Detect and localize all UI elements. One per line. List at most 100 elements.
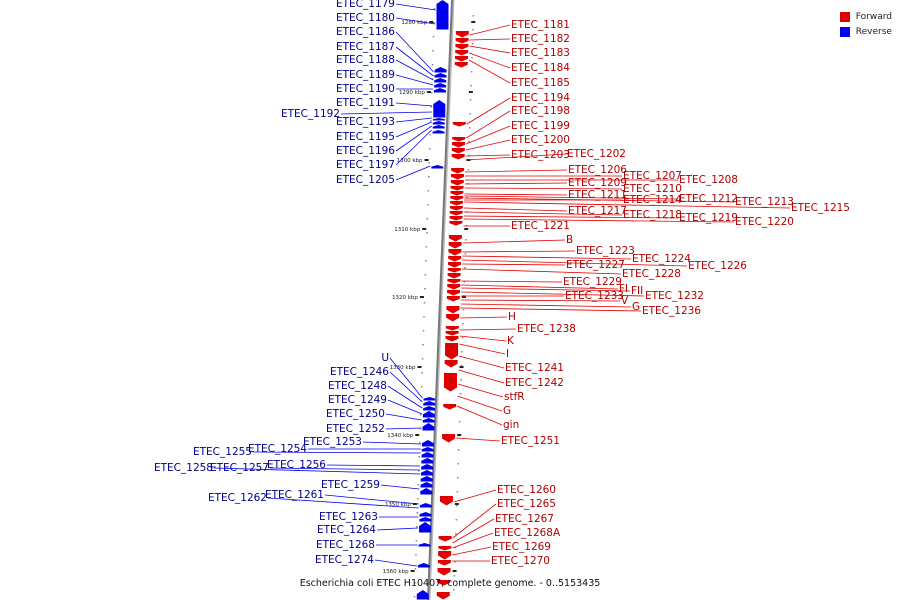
forward-gene-arrow[interactable]	[443, 373, 457, 392]
forward-gene-arrow[interactable]	[445, 331, 459, 336]
forward-gene-label[interactable]: ETEC_1251	[456, 435, 560, 447]
forward-gene-label[interactable]: G	[460, 301, 640, 313]
forward-gene-arrow[interactable]	[447, 290, 461, 296]
forward-gene-label[interactable]: ETEC_1260	[453, 484, 556, 503]
reverse-gene-label[interactable]: U	[381, 352, 423, 399]
reverse-gene-arrow[interactable]	[432, 118, 445, 121]
forward-gene-label[interactable]: ETEC_1206	[465, 164, 627, 176]
forward-gene-label[interactable]: ETEC_1242	[458, 369, 564, 389]
forward-gene-label[interactable]: ETEC_1185	[468, 59, 570, 89]
forward-gene-arrow[interactable]	[455, 50, 469, 56]
forward-gene-label[interactable]: ETEC_1184	[469, 52, 570, 74]
forward-gene-label[interactable]: ETEC_1238	[459, 323, 576, 335]
forward-gene-arrow[interactable]	[437, 560, 451, 566]
forward-gene-arrow[interactable]	[445, 326, 459, 331]
reverse-gene-arrow[interactable]	[434, 78, 447, 83]
forward-gene-label[interactable]: ETEC_1268A	[452, 527, 561, 549]
reverse-gene-arrow[interactable]	[433, 88, 446, 93]
forward-gene-arrow[interactable]	[446, 296, 460, 302]
reverse-gene-arrow[interactable]	[433, 100, 446, 118]
reverse-gene-label[interactable]: ETEC_1205	[336, 165, 431, 186]
reverse-gene-arrow[interactable]	[419, 503, 432, 508]
reverse-gene-label[interactable]: ETEC_1257	[210, 462, 421, 474]
forward-gene-arrow[interactable]	[447, 262, 461, 268]
forward-gene-label[interactable]: ETEC_1267	[452, 513, 554, 544]
forward-gene-arrow[interactable]	[442, 434, 456, 443]
forward-gene-arrow[interactable]	[436, 592, 450, 600]
reverse-gene-arrow[interactable]	[421, 458, 434, 464]
reverse-gene-label[interactable]: ETEC_1274	[315, 554, 417, 567]
reverse-gene-arrow[interactable]	[423, 406, 436, 411]
reverse-gene-arrow[interactable]	[422, 418, 435, 423]
forward-gene-arrow[interactable]	[450, 186, 464, 191]
reverse-gene-label[interactable]: ETEC_1255	[193, 446, 421, 458]
forward-gene-arrow[interactable]	[448, 256, 462, 262]
forward-gene-arrow[interactable]	[437, 580, 451, 586]
forward-gene-arrow[interactable]	[450, 201, 464, 206]
forward-gene-arrow[interactable]	[437, 568, 451, 576]
forward-gene-arrow[interactable]	[450, 174, 464, 180]
forward-gene-arrow[interactable]	[455, 38, 469, 44]
forward-gene-arrow[interactable]	[452, 122, 466, 127]
forward-gene-arrow[interactable]	[447, 268, 461, 273]
reverse-gene-arrow[interactable]	[423, 397, 436, 401]
reverse-gene-label[interactable]: ETEC_1263	[319, 511, 419, 523]
reverse-gene-label[interactable]: ETEC_1191	[336, 97, 433, 109]
reverse-gene-label[interactable]: ETEC_1264	[317, 524, 419, 536]
forward-gene-arrow[interactable]	[454, 56, 468, 62]
forward-gene-label[interactable]: K	[459, 335, 515, 347]
forward-gene-arrow[interactable]	[438, 546, 452, 551]
forward-gene-arrow[interactable]	[449, 211, 463, 216]
forward-gene-label[interactable]: ETEC_1219	[463, 212, 738, 224]
forward-gene-label[interactable]: gin	[457, 405, 519, 431]
forward-gene-arrow[interactable]	[454, 62, 468, 68]
forward-gene-arrow[interactable]	[452, 137, 466, 142]
forward-gene-label[interactable]: ETEC_1207	[465, 170, 682, 182]
reverse-gene-arrow[interactable]	[432, 130, 445, 134]
reverse-gene-label[interactable]: ETEC_1187	[336, 41, 434, 77]
forward-gene-arrow[interactable]	[450, 196, 464, 201]
forward-gene-label[interactable]: ETEC_1229	[461, 276, 622, 288]
forward-gene-arrow[interactable]	[443, 404, 457, 410]
forward-gene-arrow[interactable]	[448, 235, 462, 242]
forward-gene-label[interactable]: FI	[461, 283, 628, 295]
reverse-gene-label[interactable]: ETEC_1180	[336, 12, 436, 25]
forward-gene-label[interactable]: ETEC_1181	[469, 19, 570, 36]
forward-gene-label[interactable]: ETEC_1241	[458, 355, 564, 374]
forward-gene-label[interactable]: ETEC_1233	[460, 290, 624, 302]
reverse-gene-arrow[interactable]	[420, 482, 433, 488]
forward-gene-arrow[interactable]	[450, 180, 464, 186]
reverse-gene-label[interactable]: ETEC_1196	[336, 125, 432, 157]
reverse-gene-label[interactable]: ETEC_1249	[328, 394, 423, 415]
reverse-gene-arrow[interactable]	[432, 125, 445, 129]
reverse-gene-label[interactable]: ETEC_1253	[303, 436, 421, 448]
reverse-gene-label[interactable]: ETEC_1195	[336, 121, 433, 143]
forward-gene-label[interactable]: ETEC_1217	[463, 205, 627, 217]
forward-gene-label[interactable]: FII	[461, 285, 643, 297]
reverse-gene-arrow[interactable]	[416, 590, 429, 600]
reverse-gene-arrow[interactable]	[420, 470, 433, 476]
reverse-gene-label[interactable]: ETEC_1259	[321, 479, 420, 491]
forward-gene-label[interactable]: ETEC_1221	[463, 220, 570, 232]
forward-gene-label[interactable]: ETEC_1194	[466, 92, 571, 125]
forward-gene-label[interactable]: ETEC_1228	[461, 268, 681, 280]
forward-gene-arrow[interactable]	[449, 216, 463, 221]
reverse-gene-label[interactable]: ETEC_1179	[336, 0, 436, 11]
reverse-gene-label[interactable]: ETEC_1248	[328, 380, 423, 409]
reverse-gene-arrow[interactable]	[421, 447, 434, 452]
forward-gene-arrow[interactable]	[447, 279, 461, 284]
forward-gene-label[interactable]: ETEC_1199	[465, 120, 570, 145]
reverse-gene-label[interactable]: ETEC_1261	[265, 489, 419, 505]
forward-gene-label[interactable]: ETEC_1183	[469, 45, 570, 59]
forward-gene-label[interactable]: ETEC_1269	[452, 541, 551, 556]
forward-gene-arrow[interactable]	[446, 306, 460, 314]
forward-gene-label[interactable]: G	[457, 395, 512, 417]
forward-gene-label[interactable]: ETEC_1232	[461, 290, 704, 302]
forward-gene-arrow[interactable]	[446, 314, 460, 322]
forward-gene-label[interactable]: ETEC_1270	[451, 555, 550, 567]
forward-gene-label[interactable]: ETEC_1226	[462, 259, 747, 272]
forward-gene-label[interactable]: ETEC_1236	[460, 305, 702, 317]
reverse-gene-label[interactable]: ETEC_1258	[154, 462, 420, 475]
forward-gene-label[interactable]: ETEC_1214	[464, 194, 682, 206]
reverse-gene-label[interactable]: ETEC_1192	[281, 108, 433, 120]
